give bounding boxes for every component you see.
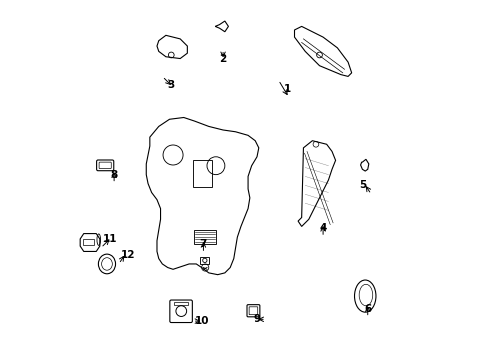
Text: 11: 11 (102, 234, 117, 244)
Text: 2: 2 (219, 54, 226, 64)
Text: 6: 6 (364, 303, 370, 314)
Text: 9: 9 (253, 314, 260, 324)
Text: 10: 10 (194, 316, 208, 326)
Text: 5: 5 (358, 180, 365, 190)
Text: 3: 3 (167, 80, 175, 90)
Text: 4: 4 (319, 223, 326, 233)
Text: 7: 7 (199, 239, 207, 249)
Text: 12: 12 (120, 250, 135, 260)
Text: 1: 1 (283, 84, 290, 94)
Text: 8: 8 (110, 170, 118, 180)
